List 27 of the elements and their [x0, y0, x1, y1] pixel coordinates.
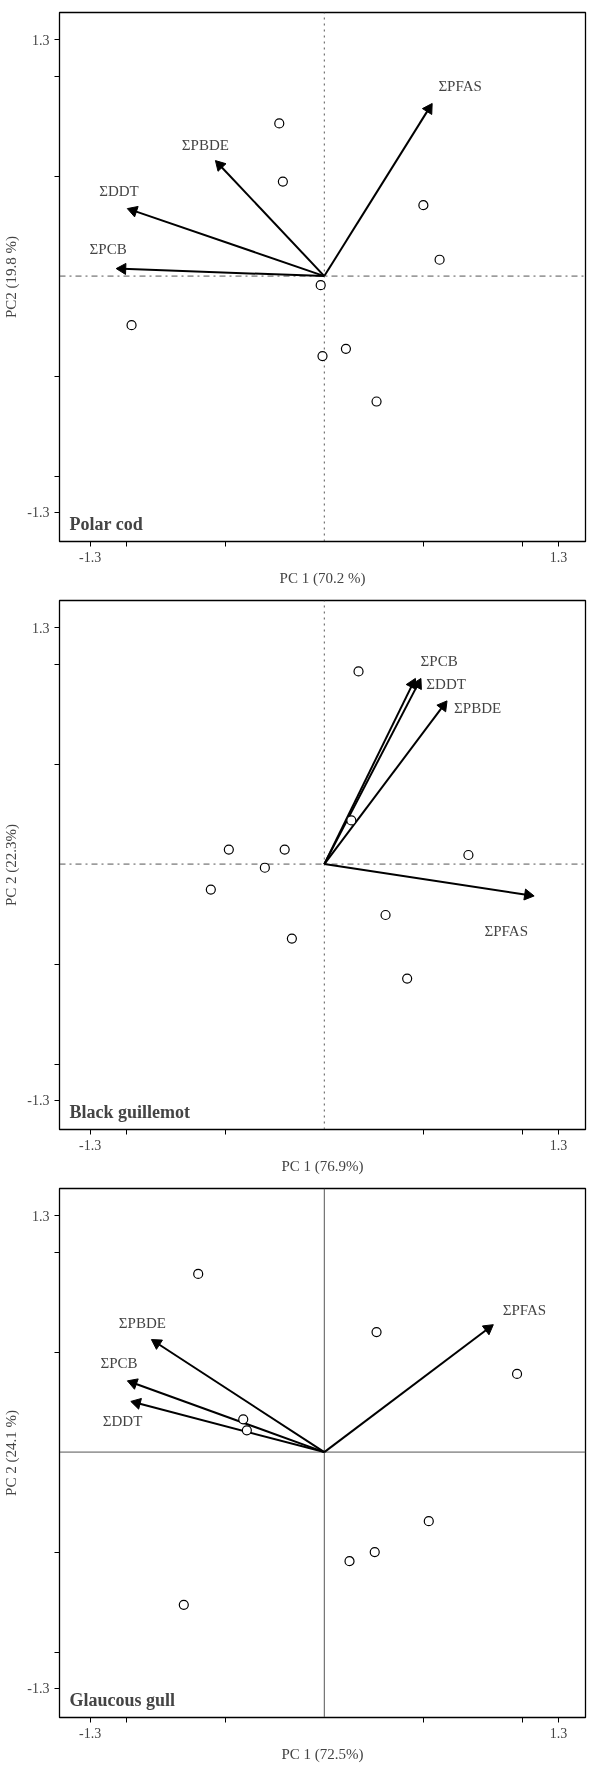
y-tick-label: -1.3 [27, 1093, 50, 1109]
series-label: ΣPFAS [438, 78, 482, 95]
y-tick-label: 1.3 [32, 32, 50, 48]
text: Polar cod [69, 513, 143, 534]
x-axis-title: PC 1 (76.9%) [281, 1157, 364, 1175]
series-label: ΣPCB [420, 652, 458, 669]
text: Black guillemot [69, 1101, 190, 1122]
y-tick-label: -1.3 [27, 505, 50, 521]
series-label: ΣPFAS [502, 1302, 547, 1319]
series-label: ΣPBDE [454, 699, 502, 716]
series-label: ΣDDT [99, 182, 139, 199]
series-label: ΣPFAS [484, 923, 528, 940]
series-label: ΣPBDE [118, 1315, 166, 1332]
x-axis-title: PC 1 (70.2 %) [279, 569, 366, 587]
series-label: ΣPCB [89, 240, 127, 257]
text: Glaucous gull [69, 1689, 176, 1710]
y-tick-label: 1.3 [32, 1208, 50, 1224]
series-label: ΣDDT [102, 1413, 143, 1430]
series-label: ΣPBDE [181, 137, 229, 154]
y-tick-label: 1.3 [32, 620, 50, 636]
series-label: ΣDDT [426, 676, 466, 693]
x-axis-title: PC 1 (72.5%) [281, 1745, 364, 1763]
series-label: ΣPCB [100, 1355, 138, 1372]
y-axis-title: PC2 (19.8 %) [3, 235, 21, 319]
y-tick-label: -1.3 [27, 1681, 50, 1697]
y-axis-title: PC 2 (24.1 %) [3, 1410, 21, 1496]
y-axis-title: PC 2 (22.3%) [3, 823, 21, 907]
